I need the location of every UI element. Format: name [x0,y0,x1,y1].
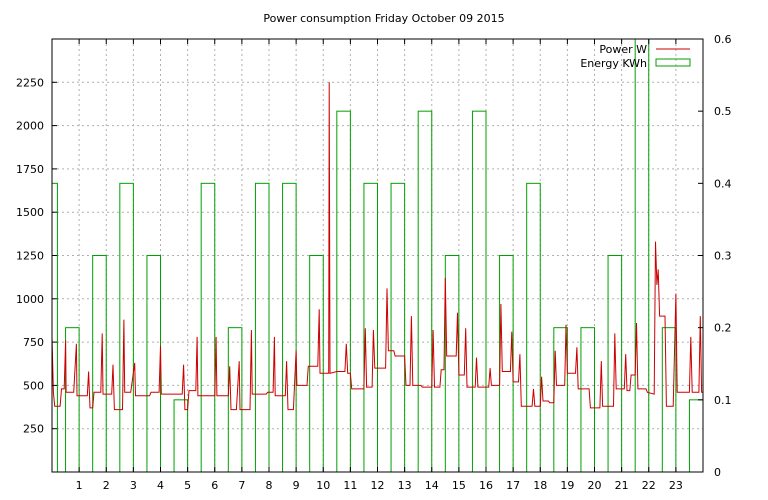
legend-sample-energy [655,58,691,67]
x-tick-label: 6 [211,479,218,492]
x-tick-label: 12 [371,479,385,492]
energy-bar [282,182,297,473]
x-tick-label: 8 [266,479,273,492]
x-tick-label: 13 [398,479,412,492]
power-line [51,82,703,411]
y-left-tick-label: 750 [23,336,44,349]
x-tick-label: 4 [157,479,164,492]
y-right-tick-label: 0.4 [714,177,732,190]
power-series [51,82,703,411]
x-tick-label: 1 [76,479,83,492]
energy-bar [92,255,107,473]
y-right-tick-label: 0.1 [714,394,732,407]
x-axis: 1 2 3 4 5 6 7 8 9 10 11 12 13 14 15 16 17 18 19 20 21 22 23 [76,39,683,492]
energy-bar [363,182,378,473]
y-right-tick-label: 0.3 [714,250,732,263]
x-tick-label: 20 [588,479,602,492]
x-tick-label: 9 [293,479,300,492]
energy-bar [444,255,460,473]
energy-bar [607,255,623,473]
x-tick-label: 17 [506,479,520,492]
x-tick-label: 16 [479,479,493,492]
x-tick-label: 19 [560,479,574,492]
y-left-tick-label: 1750 [16,163,44,176]
energy-bar [173,399,189,473]
legend-label-power: Power W [599,43,647,56]
x-tick-label: 15 [452,479,466,492]
x-tick-label: 23 [669,479,683,492]
energy-bar [580,327,595,473]
energy-bar [688,399,704,473]
energy-series [51,38,704,473]
x-tick-label: 21 [615,479,629,492]
energy-bar [471,110,487,473]
y-left-tick-label: 1000 [16,293,44,306]
y-left-tick-label: 500 [23,379,44,392]
y-right-tick-label: 0.2 [714,322,732,335]
y-axis-right: 0 0.1 0.2 0.3 0.4 0.5 0.6 [698,33,732,479]
x-tick-label: 2 [103,479,110,492]
x-tick-label: 22 [642,479,656,492]
x-tick-label: 10 [316,479,330,492]
y-axis-left: 250 500 750 1000 1250 1500 1750 2000 2250 [16,76,57,436]
legend: Power W Energy KWh [580,43,691,70]
y-left-tick-label: 1500 [16,206,44,219]
energy-bar [119,182,134,473]
energy-bar [65,327,80,473]
y-right-tick-label: 0.5 [714,105,732,118]
energy-bar [309,255,324,473]
x-tick-label: 18 [533,479,547,492]
x-tick-label: 3 [130,479,137,492]
x-tick-label: 5 [184,479,191,492]
y-left-tick-label: 1250 [16,250,44,263]
x-tick-label: 14 [425,479,439,492]
y-right-tick-label: 0 [714,466,721,479]
legend-label-energy: Energy KWh [580,57,647,70]
chart-title: Power consumption Friday October 09 2015 [263,12,504,25]
x-tick-label: 7 [238,479,245,492]
x-tick-label: 11 [343,479,357,492]
y-left-tick-label: 2250 [16,76,44,89]
energy-bar [146,255,161,473]
energy-bar [417,110,433,473]
y-left-tick-label: 2000 [16,120,44,133]
y-left-tick-label: 250 [23,423,44,436]
energy-bar [336,110,351,473]
y-right-tick-label: 0.6 [714,33,732,46]
